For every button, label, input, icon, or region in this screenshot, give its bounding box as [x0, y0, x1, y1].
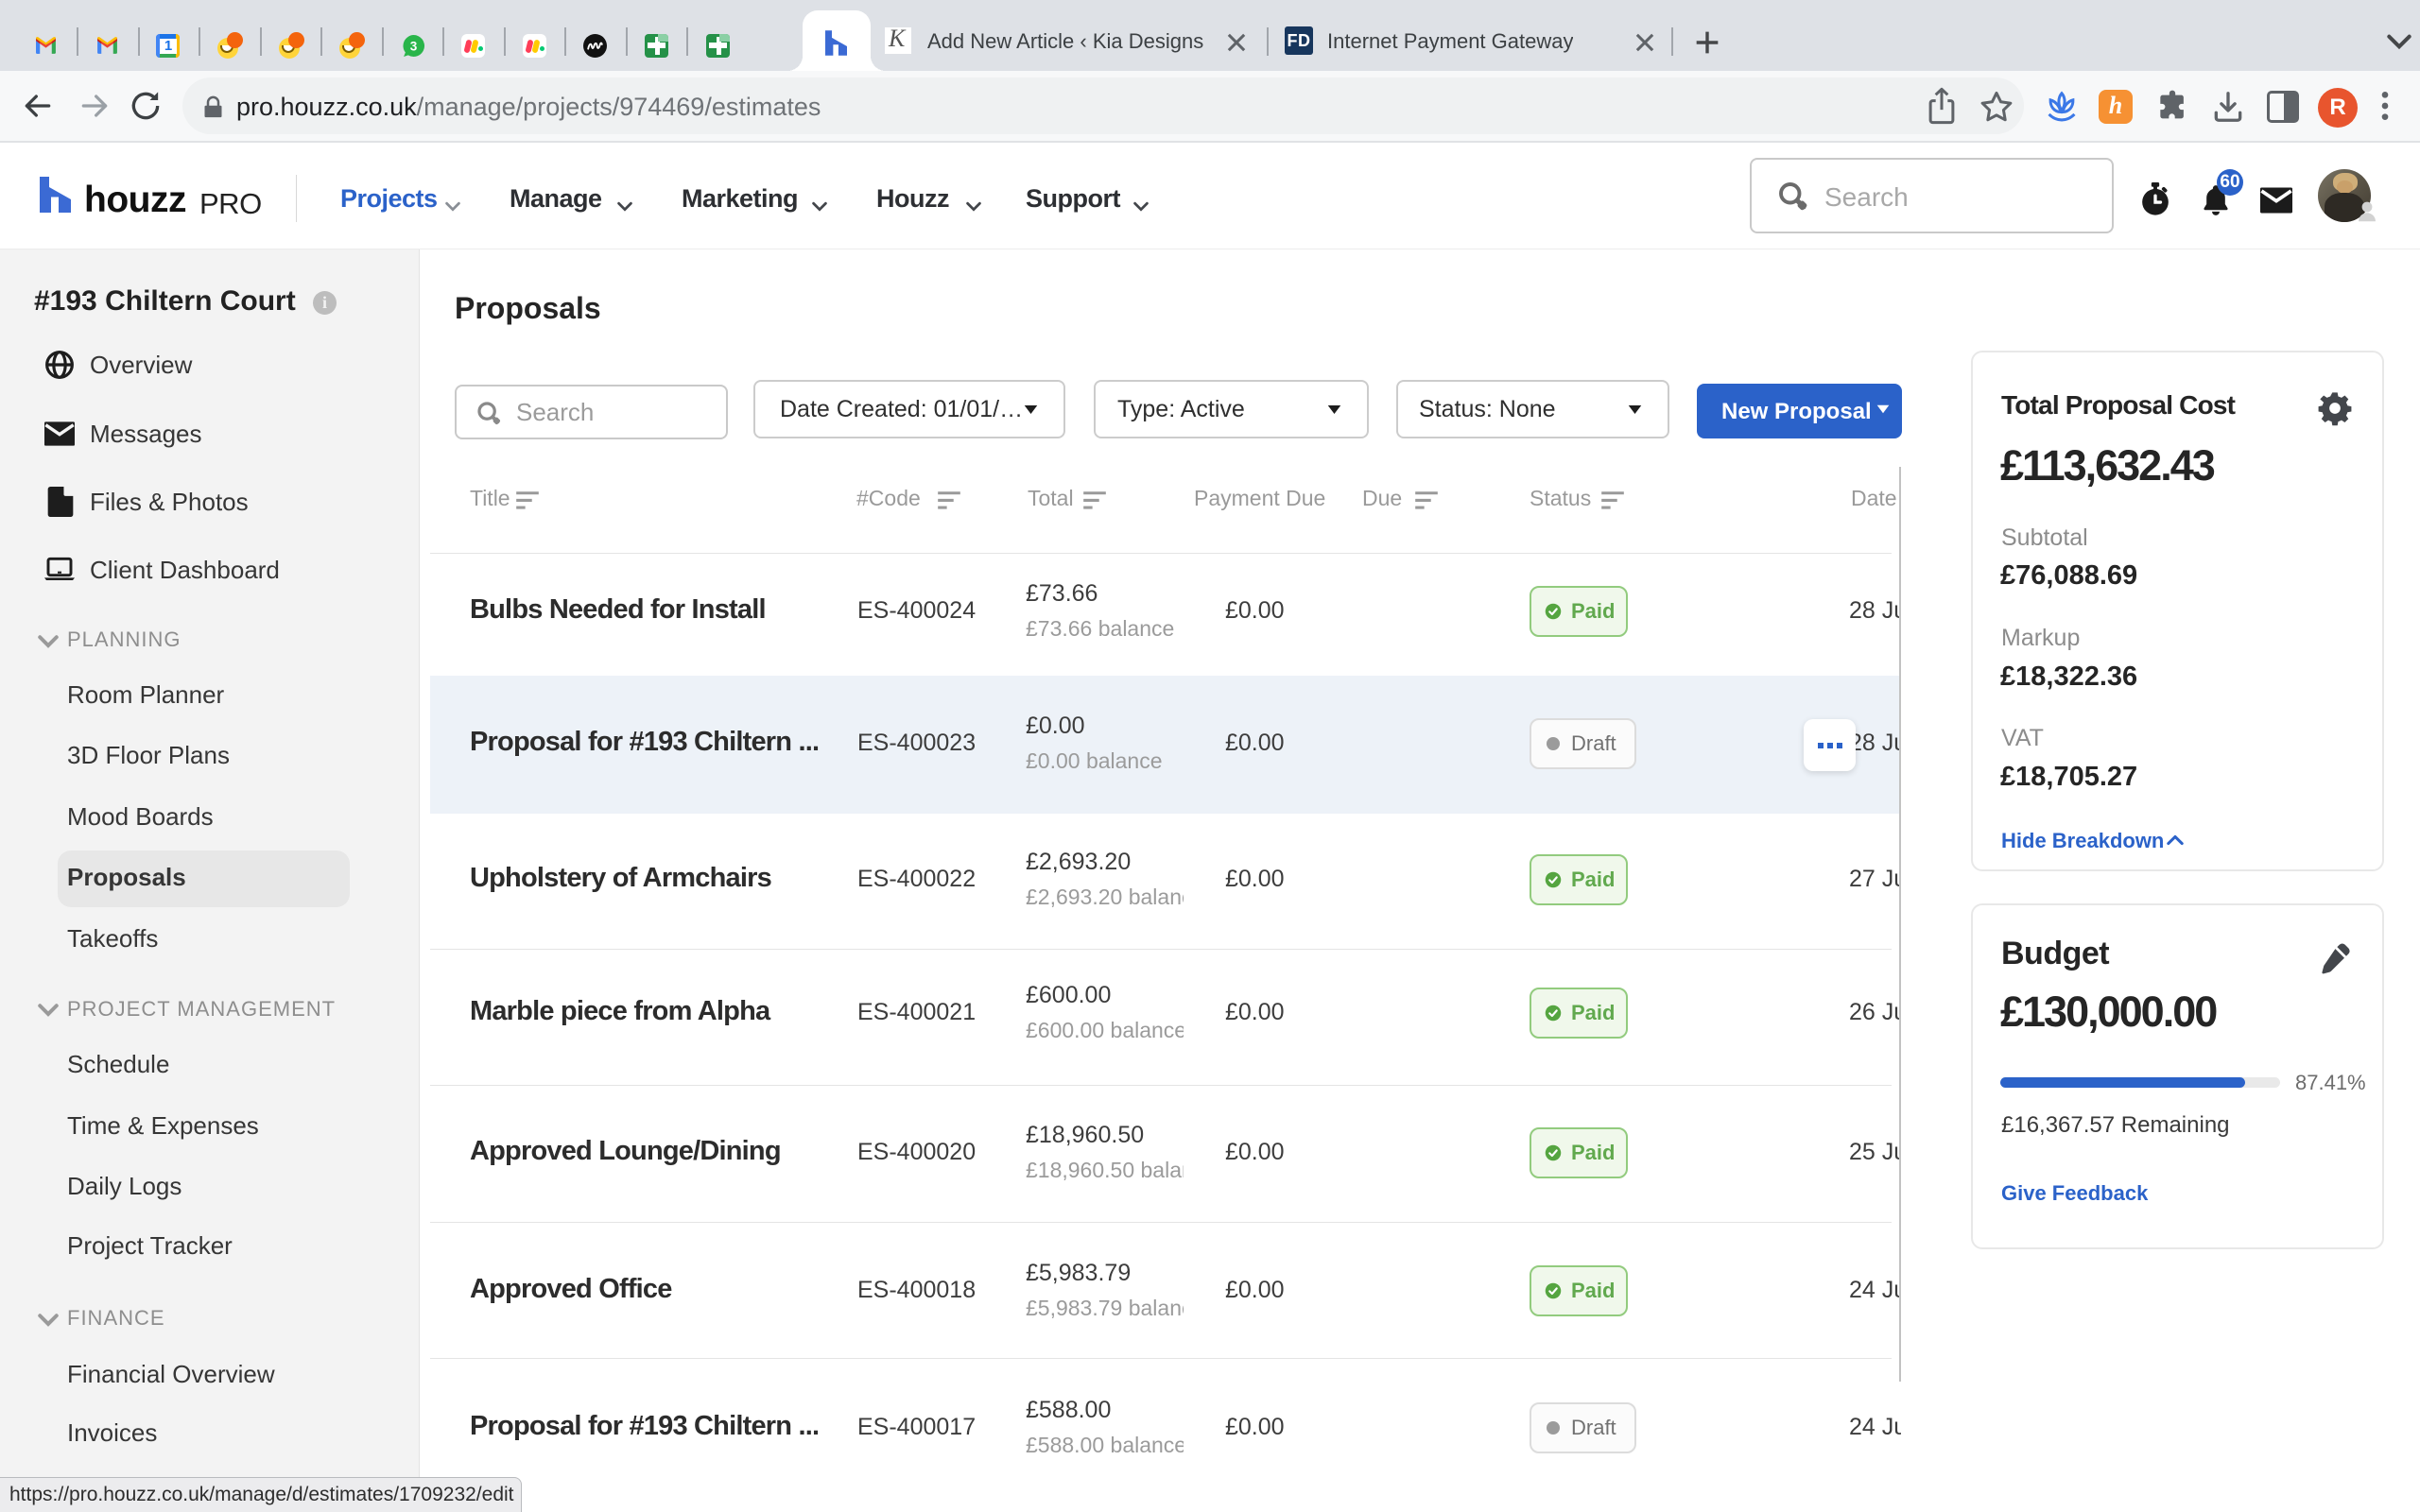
svg-text:3: 3 — [410, 40, 418, 54]
